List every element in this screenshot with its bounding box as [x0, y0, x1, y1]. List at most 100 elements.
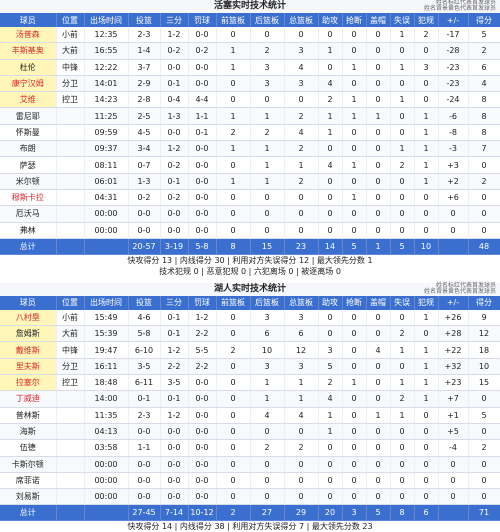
- player-name[interactable]: 怀斯曼: [0, 124, 57, 142]
- stat-defensive-rebounds: 0: [250, 205, 285, 223]
- player-row[interactable]: 穆斯卡拉 04:31 0-2 0-2 0-0 0 0 0 0 1 0 0 0 +6 0: [0, 189, 500, 207]
- player-row[interactable]: 米尔顿 06:01 1-3 0-1 0-0 1 1 2 0 0 0 0 1 +2 2: [0, 173, 500, 190]
- stat-defensive-rebounds: 1: [250, 107, 285, 125]
- player-name[interactable]: 伍德: [0, 439, 57, 457]
- column-header[interactable]: 得分: [468, 295, 500, 310]
- player-name[interactable]: 丁威迪: [0, 390, 57, 408]
- player-name[interactable]: 穆斯卡拉: [0, 189, 57, 207]
- player-name[interactable]: 八村塁: [0, 309, 57, 327]
- column-header[interactable]: 球员: [0, 295, 57, 310]
- player-row[interactable]: 厄沃马 00:00 0-0 0-0 0-0 0 0 0 0 0 0 0 0 0 0: [0, 205, 500, 223]
- player-row[interactable]: 丰斯基奥 大前 16:55 1-4 0-2 0-2 1 2 3 1 0 0 0 0 -28 2: [0, 42, 500, 60]
- column-header[interactable]: 前篮板: [216, 13, 251, 27]
- column-header[interactable]: 失误: [390, 13, 415, 27]
- column-header[interactable]: 助攻: [318, 13, 343, 27]
- player-row[interactable]: 怀斯曼 09:59 4-5 0-0 0-1 2 2 4 1 0 0 0 1 -8 8: [0, 124, 500, 142]
- stat-fouls: 0: [414, 189, 439, 207]
- stat-free-throws: 5-8: [188, 238, 217, 255]
- player-name[interactable]: 里夫斯: [0, 358, 57, 376]
- stat-points: 0: [468, 189, 500, 207]
- player-name[interactable]: 詹姆斯: [0, 325, 57, 343]
- column-header[interactable]: 三分: [160, 295, 189, 310]
- player-name[interactable]: 弗林: [0, 222, 57, 239]
- stat-free-throws: 2-2: [188, 358, 217, 376]
- player-name[interactable]: 杜伦: [0, 59, 57, 76]
- player-row[interactable]: 戴维斯 中锋 19:47 6-10 1-2 5-5 2 10 12 3 0 4 1 1 +22 18: [0, 341, 500, 359]
- stat-field-goals: 6-11: [128, 374, 161, 392]
- player-row[interactable]: 八村塁 小前 15:49 4-6 0-1 1-2 0 3 3 0 0 0 0 1 +26 9: [0, 309, 500, 327]
- player-name[interactable]: 艾维: [0, 91, 57, 109]
- player-name[interactable]: 海斯: [0, 423, 57, 441]
- stat-assists: 1: [318, 407, 343, 424]
- player-name[interactable]: 席菲诺: [0, 472, 57, 490]
- stat-minutes: 12:22: [84, 59, 129, 76]
- column-header[interactable]: 罚球: [188, 295, 217, 310]
- player-name[interactable]: 雷尼耶: [0, 107, 57, 125]
- player-name[interactable]: 萨瑟: [0, 156, 57, 174]
- column-header[interactable]: +/-: [438, 295, 469, 310]
- column-header[interactable]: 前篮板: [216, 295, 251, 310]
- player-row[interactable]: 康宁汉姆 分卫 14:01 2-9 0-1 0-0 0 3 3 4 0 0 0 0 -23 4: [0, 75, 500, 93]
- player-row[interactable]: 汤普森 小前 12:35 2-3 1-2 0-0 0 0 0 0 0 0 1 2 -17 5: [0, 27, 500, 44]
- player-name[interactable]: 厄沃马: [0, 205, 57, 223]
- column-header[interactable]: 盖帽: [366, 13, 391, 27]
- column-header[interactable]: 总篮板: [284, 295, 319, 310]
- column-header[interactable]: 位置: [56, 295, 85, 310]
- player-row[interactable]: 普林斯 11:35 2-3 1-2 0-0 0 4 4 1 0 1 1 0 +1 5: [0, 407, 500, 424]
- column-header[interactable]: 后篮板: [250, 13, 285, 27]
- player-row[interactable]: 雷尼耶 11:25 2-5 1-3 1-1 1 1 2 1 1 1 0 1 -6 8: [0, 107, 500, 125]
- column-header[interactable]: 总篮板: [284, 13, 319, 27]
- column-header[interactable]: 位置: [56, 13, 85, 27]
- player-name[interactable]: 康宁汉姆: [0, 75, 57, 93]
- player-row[interactable]: 席菲诺 00:00 0-0 0-0 0-0 0 0 0 0 0 0 0 0 0 0: [0, 472, 500, 490]
- player-row[interactable]: 艾维 控卫 14:23 2-8 0-4 4-4 0 0 0 2 1 0 1 0 -24 8: [0, 91, 500, 109]
- player-row[interactable]: 布朗 09:37 3-4 1-2 0-0 1 1 2 0 0 0 1 1 -3 7: [0, 140, 500, 158]
- player-row[interactable]: 詹姆斯 大前 15:39 5-8 0-1 2-2 0 6 6 0 0 0 2 0 +28 12: [0, 325, 500, 343]
- column-header[interactable]: 助攻: [318, 295, 343, 310]
- player-row[interactable]: 杜伦 中锋 12:22 3-7 0-0 0-0 1 3 4 0 1 0 1 3 -23 6: [0, 59, 500, 76]
- column-header[interactable]: 罚球: [188, 13, 217, 27]
- player-name[interactable]: 戴维斯: [0, 341, 57, 359]
- player-name[interactable]: 汤普森: [0, 27, 57, 44]
- stat-offensive-rebounds: 0: [216, 222, 251, 239]
- player-name[interactable]: 米尔顿: [0, 173, 57, 190]
- column-header[interactable]: 出场时间: [84, 13, 129, 27]
- player-name[interactable]: 丰斯基奥: [0, 42, 57, 60]
- column-header[interactable]: 球员: [0, 13, 57, 27]
- column-header[interactable]: 投篮: [128, 13, 161, 27]
- column-header[interactable]: 失误: [390, 295, 415, 310]
- column-header[interactable]: 得分: [468, 13, 500, 27]
- column-header[interactable]: 抢断: [342, 13, 367, 27]
- column-header[interactable]: 盖帽: [366, 295, 391, 310]
- column-header[interactable]: 投篮: [128, 295, 161, 310]
- player-row[interactable]: 拉塞尔 控卫 18:48 6-11 3-5 0-0 0 1 1 2 1 0 1 1 +23 15: [0, 374, 500, 392]
- player-row[interactable]: 丁威迪 14:00 0-1 0-1 0-0 0 1 1 4 0 0 2 1 +7 0: [0, 390, 500, 408]
- column-header[interactable]: 出场时间: [84, 295, 129, 310]
- stat-total-rebounds: 0: [284, 488, 319, 506]
- column-header[interactable]: 三分: [160, 13, 189, 27]
- column-header[interactable]: +/-: [438, 13, 469, 27]
- player-name[interactable]: 卡斯尔顿: [0, 456, 57, 473]
- column-header[interactable]: 犯规: [414, 13, 439, 27]
- player-name[interactable]: 刘易斯: [0, 488, 57, 506]
- stat-assists: 1: [318, 423, 343, 441]
- column-header[interactable]: 犯规: [414, 295, 439, 310]
- player-row[interactable]: 海斯 04:13 0-0 0-0 0-0 0 0 0 1 0 0 0 0 +5 0: [0, 423, 500, 441]
- stat-steals: 1: [342, 59, 367, 76]
- player-row[interactable]: 弗林 00:00 0-0 0-0 0-0 0 0 0 0 0 0 0 0 0 0: [0, 222, 500, 239]
- stat-minutes: 14:00: [84, 390, 129, 408]
- player-row[interactable]: 萨瑟 08:11 0-7 0-2 0-0 0 1 1 4 1 0 2 1 +3 0: [0, 156, 500, 174]
- player-name[interactable]: 布朗: [0, 140, 57, 158]
- player-name[interactable]: 拉塞尔: [0, 374, 57, 392]
- stat-assists: 5: [318, 358, 343, 376]
- column-header[interactable]: 后篮板: [250, 295, 285, 310]
- player-row[interactable]: 伍德 03:58 1-1 0-0 0-0 0 2 2 0 0 0 0 0 -4 2: [0, 439, 500, 457]
- player-row[interactable]: 刘易斯 00:00 0-0 0-0 0-0 0 0 0 0 0 0 0 0 0 0: [0, 488, 500, 506]
- player-row[interactable]: 卡斯尔顿 00:00 0-0 0-0 0-0 0 0 0 0 0 0 0 0 0 0: [0, 456, 500, 473]
- column-header[interactable]: 抢断: [342, 295, 367, 310]
- lakers-title-text: 湖人实时技术统计: [213, 283, 286, 294]
- player-row[interactable]: 里夫斯 分卫 16:11 3-5 2-2 2-2 0 3 3 5 0 0 0 1 +32 10: [0, 358, 500, 376]
- player-name[interactable]: 普林斯: [0, 407, 57, 424]
- stat-points: 2: [468, 42, 500, 60]
- stat-plus-minus: -17: [438, 27, 469, 44]
